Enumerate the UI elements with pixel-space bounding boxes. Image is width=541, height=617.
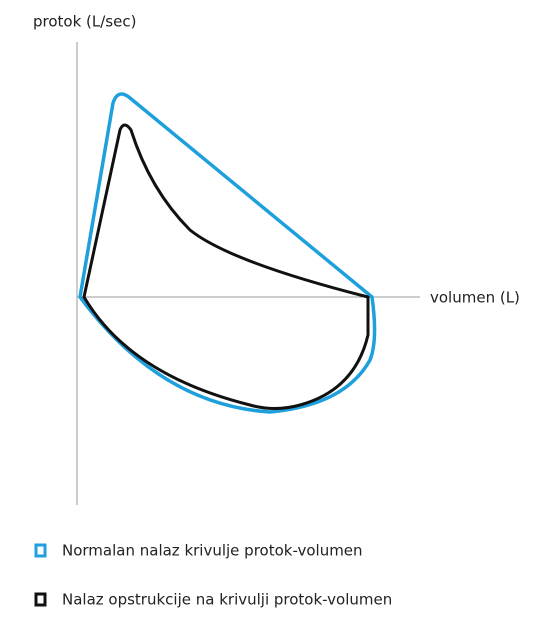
x-axis-label: volumen (L) (430, 289, 520, 307)
normal-curve (78, 92, 377, 414)
obstruction-curve (82, 123, 370, 410)
legend-label: Normalan nalaz krivulje protok-volumen (62, 542, 363, 560)
legend-swatch (34, 543, 47, 558)
y-axis-label: protok (L/sec) (33, 13, 136, 31)
legend-label: Nalaz opstrukcije na krivulji protok-vol… (62, 591, 392, 609)
legend-swatch (34, 592, 47, 607)
